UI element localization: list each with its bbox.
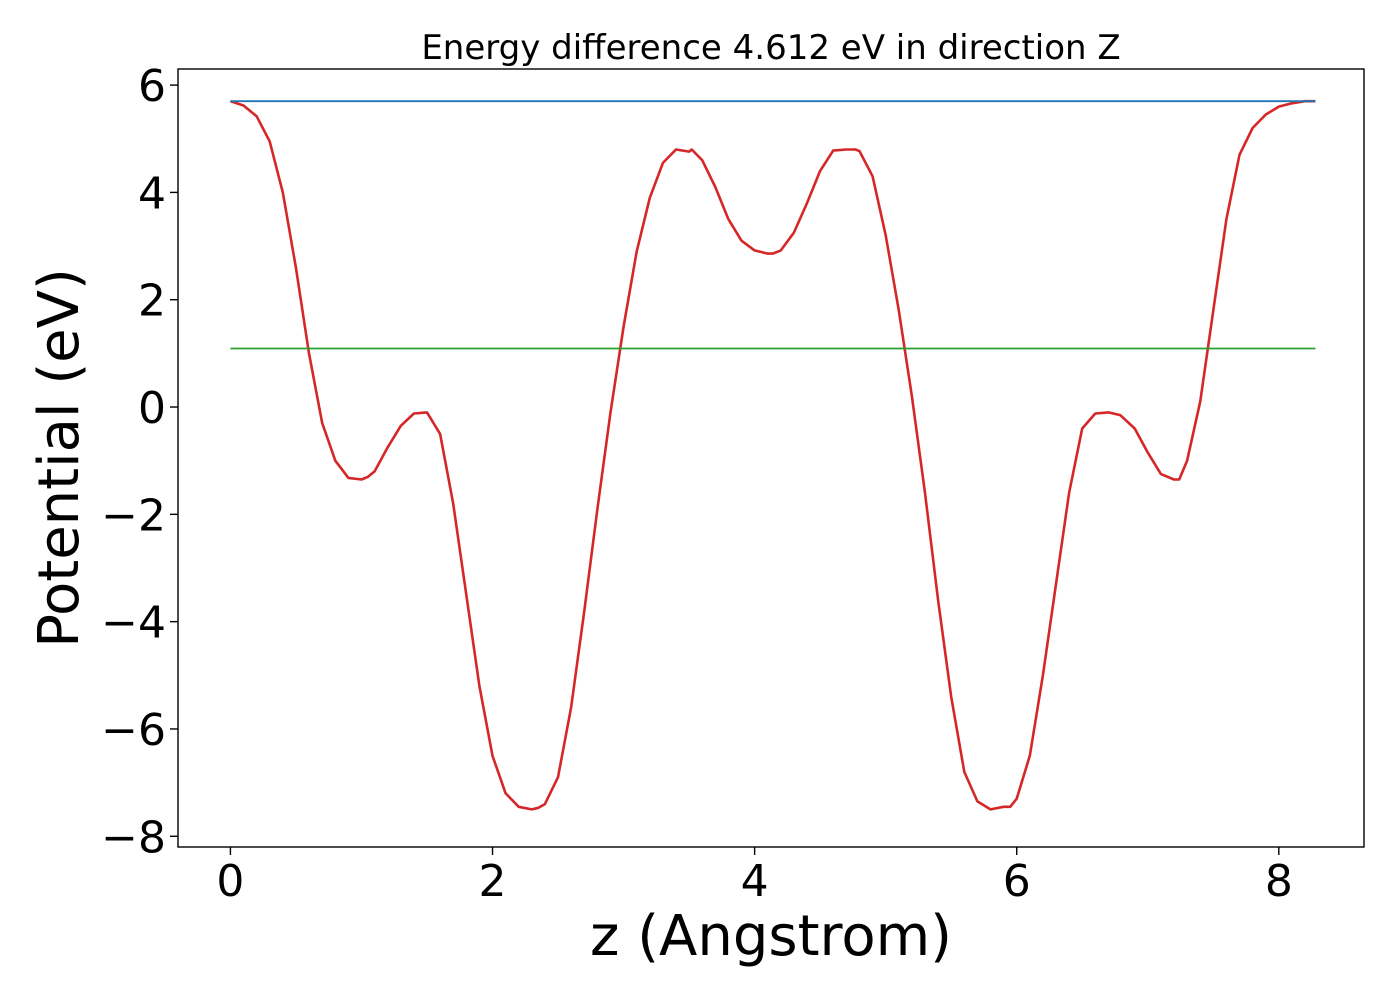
y-tick-label: −6 <box>101 705 166 756</box>
y-tick-label: 4 <box>138 168 166 219</box>
y-tick-label: −2 <box>101 490 166 541</box>
y-axis: −8 −6 −4 −2 0 2 4 6 <box>101 61 178 863</box>
y-tick-label: 2 <box>138 276 166 327</box>
x-tick-label: 6 <box>1003 856 1031 907</box>
y-axis-label: Potential (eV) <box>27 268 92 648</box>
y-tick-label: −8 <box>101 812 166 863</box>
series-line-0 <box>229 99 1316 811</box>
x-tick-label: 8 <box>1265 856 1293 907</box>
x-tick-label: 0 <box>216 856 244 907</box>
plot-frame <box>177 68 1365 848</box>
x-tick-label: 2 <box>479 856 507 907</box>
x-tick-label: 4 <box>741 856 769 907</box>
chart-title: Energy difference 4.612 eV in direction … <box>421 28 1120 68</box>
plot-area <box>229 99 1316 811</box>
y-tick-label: −4 <box>101 598 166 649</box>
y-tick-label: 6 <box>138 61 166 112</box>
x-axis: 0 2 4 6 8 <box>216 847 1293 907</box>
x-axis-label: z (Angstrom) <box>590 904 952 969</box>
y-tick-label: 0 <box>138 383 166 434</box>
